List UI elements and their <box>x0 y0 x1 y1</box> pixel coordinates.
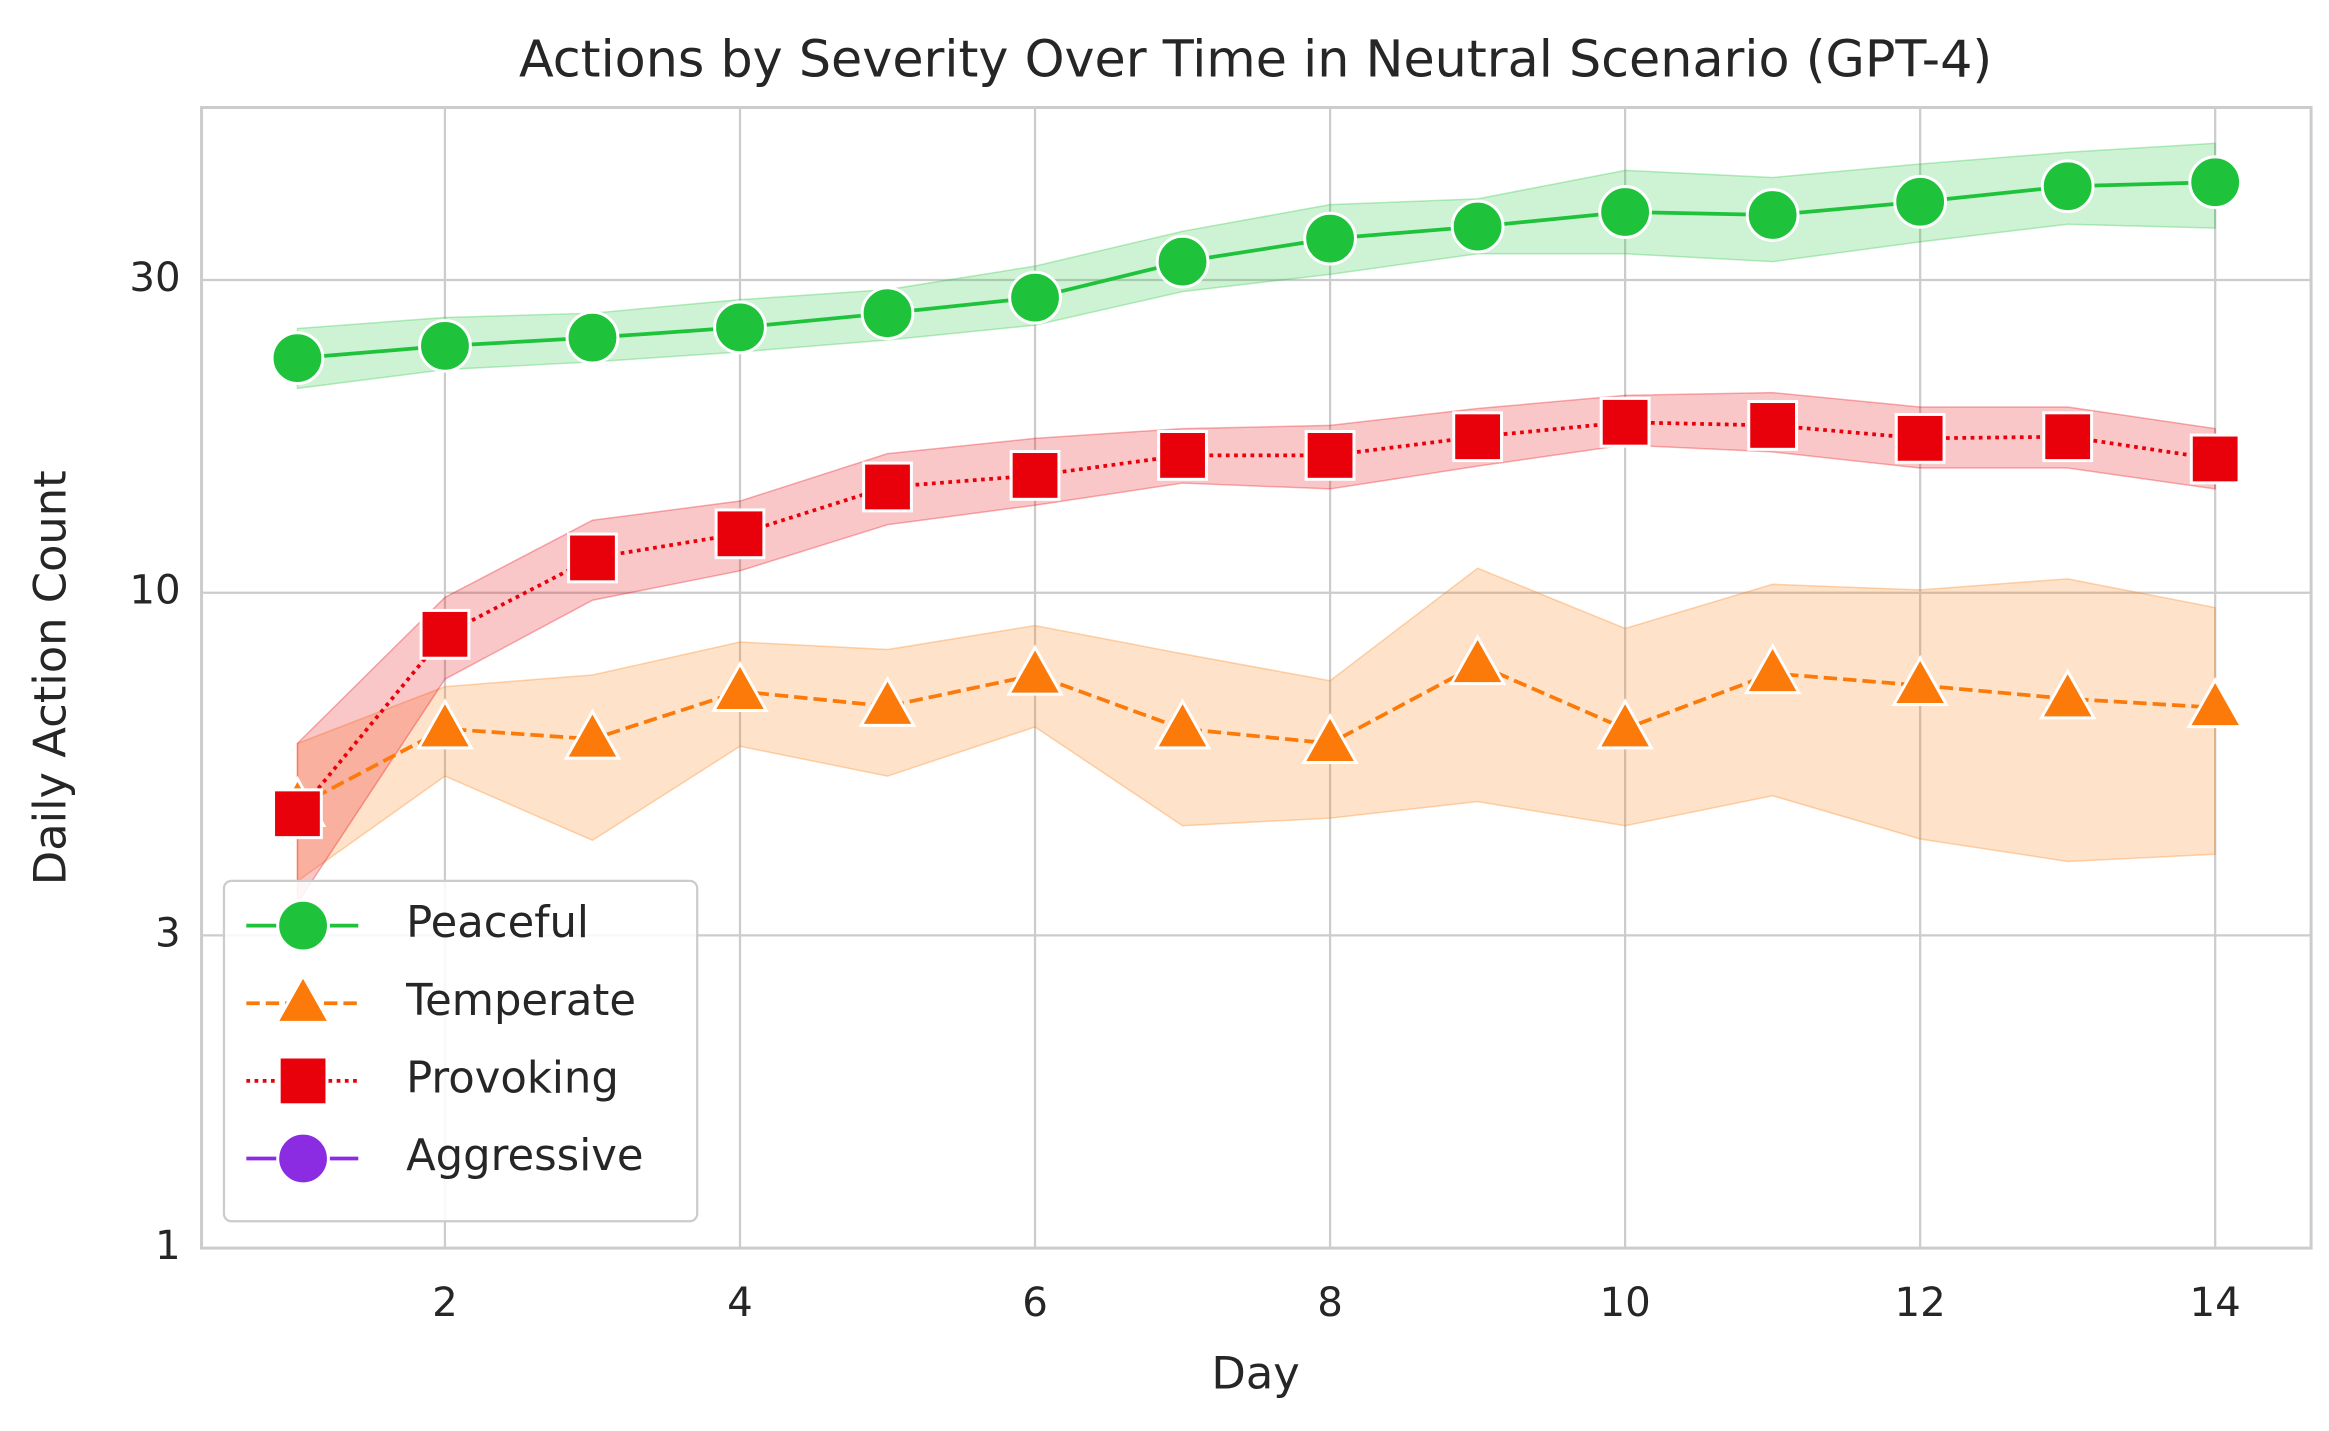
marker <box>2042 411 2094 463</box>
marker <box>274 972 332 1024</box>
marker <box>1747 400 1799 451</box>
confidence-band <box>296 142 2216 390</box>
marker <box>1155 234 1210 289</box>
confidence-band <box>296 567 2216 883</box>
marker <box>2186 677 2245 729</box>
y-tick-label: 1 <box>155 1222 181 1269</box>
x-tick-label: 14 <box>2190 1279 2241 1326</box>
marker <box>860 286 915 341</box>
marker <box>1745 188 1800 242</box>
marker <box>1596 698 1654 750</box>
marker <box>1891 654 1949 707</box>
marker <box>567 532 618 584</box>
marker <box>1009 450 1061 501</box>
marker <box>713 300 767 355</box>
y-tick-label: 30 <box>129 254 180 301</box>
marker <box>1599 396 1651 448</box>
legend: Peaceful Temperate Provoking Aggressive <box>222 879 699 1223</box>
marker <box>1448 634 1507 686</box>
series-line <box>296 662 2216 809</box>
x-tick-label: 8 <box>1317 1279 1343 1326</box>
marker <box>711 660 769 713</box>
marker <box>1743 642 1802 695</box>
confidence-band <box>296 391 2216 906</box>
marker <box>272 788 323 840</box>
marker <box>858 675 917 727</box>
marker <box>2189 433 2241 485</box>
marker <box>1598 185 1652 239</box>
chart-title: Actions by Severity Over Time in Neutral… <box>519 30 1992 89</box>
marker <box>1452 411 1503 463</box>
marker <box>1304 430 1356 481</box>
legend-box <box>222 879 699 1223</box>
legend-label: Peaceful <box>406 898 589 948</box>
y-axis-label: Daily Action Count <box>24 470 77 885</box>
marker <box>270 331 325 386</box>
marker <box>1450 199 1505 254</box>
plot-frame <box>200 106 2313 1250</box>
marker <box>1303 211 1357 266</box>
marker <box>1301 712 1359 764</box>
marker <box>2188 155 2243 210</box>
marker <box>1008 270 1062 325</box>
marker <box>276 1131 330 1186</box>
marker <box>1006 644 1064 696</box>
y-tick-label: 3 <box>155 909 181 956</box>
legend-label: Provoking <box>406 1053 619 1103</box>
x-tick-label: 6 <box>1022 1279 1048 1326</box>
marker <box>1894 412 1946 464</box>
marker <box>1153 698 1212 750</box>
x-tick-label: 12 <box>1895 1279 1946 1326</box>
marker <box>2038 668 2097 720</box>
marker <box>276 898 330 953</box>
marker <box>565 310 620 365</box>
x-axis-label: Day <box>1211 1347 1299 1400</box>
marker <box>416 698 474 750</box>
marker <box>2040 159 2095 214</box>
y-tick-label: 10 <box>129 567 180 614</box>
marker <box>419 608 471 660</box>
x-tick-label: 4 <box>727 1279 753 1326</box>
marker <box>418 319 472 373</box>
legend-label: Temperate <box>405 976 636 1026</box>
marker <box>563 708 622 760</box>
legend-label: Aggressive <box>406 1131 643 1181</box>
marker <box>277 1055 329 1107</box>
marker <box>1893 174 1948 229</box>
marker <box>1157 430 1208 481</box>
x-tick-label: 2 <box>432 1279 458 1326</box>
x-tick-label: 10 <box>1599 1279 1650 1326</box>
marker <box>862 461 913 513</box>
marker <box>714 508 766 560</box>
